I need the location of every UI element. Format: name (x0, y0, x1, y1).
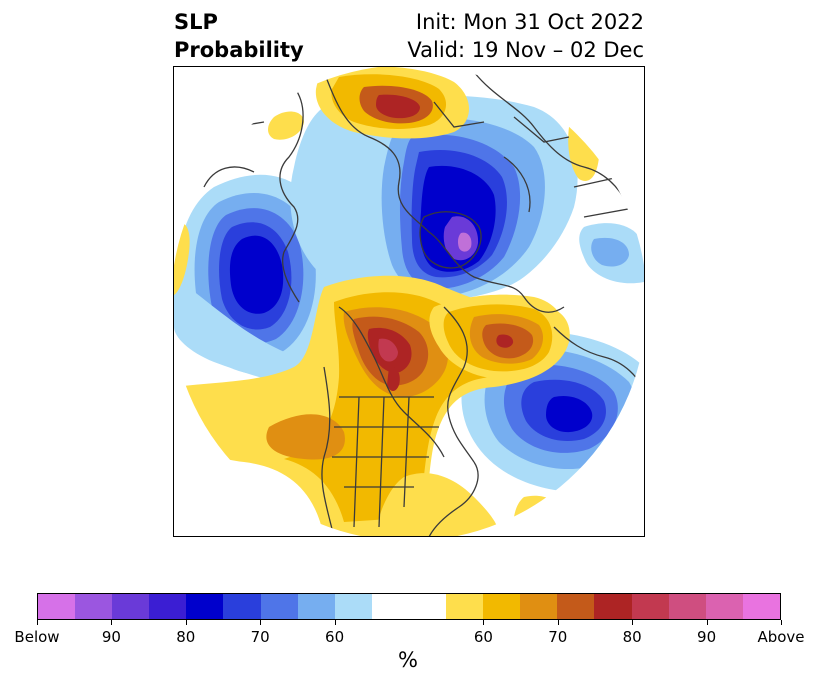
colorbar-segment (186, 594, 224, 619)
northern-europe-high (315, 67, 469, 139)
colorbar-tick-mark (632, 620, 634, 625)
southeast-yellow (513, 495, 569, 536)
colorbar-segment (75, 594, 113, 619)
north-pacific-high-anomaly (429, 294, 566, 379)
colorbar-tick-label: 80 (622, 628, 642, 646)
colorbar (37, 593, 781, 620)
colorbar-segment (668, 594, 706, 619)
colorbar-tick-label: Below (14, 628, 60, 646)
colorbar-tick-label: Above (757, 628, 805, 646)
init-date: Init: Mon 31 Oct 2022 (415, 10, 644, 34)
colorbar-tick-label: 70 (548, 628, 568, 646)
title-variable: SLP (174, 10, 218, 34)
colorbar-tick-mark (185, 620, 187, 625)
colorbar-tick-mark (557, 620, 559, 625)
title-metric: Probability (174, 38, 304, 62)
probability-map (173, 66, 645, 537)
colorbar-segment (742, 594, 780, 619)
colorbar-segment (260, 594, 298, 619)
colorbar-segment (371, 594, 409, 619)
colorbar-tick-mark (483, 620, 485, 625)
us-orange-core (266, 414, 345, 460)
colorbar-segment (38, 594, 76, 619)
colorbar-tick-mark (706, 620, 708, 625)
colorbar-segment (223, 594, 261, 619)
colorbar-tick-mark (37, 620, 38, 625)
valid-range: Valid: 19 Nov – 02 Dec (407, 38, 644, 62)
map-canvas (174, 67, 644, 536)
colorbar-segment (594, 594, 632, 619)
colorbar-segment (631, 594, 669, 619)
colorbar-segment (297, 594, 335, 619)
colorbar-tick-label: 60 (473, 628, 493, 646)
colorbar-tick-mark (781, 620, 782, 625)
colorbar-segment (149, 594, 187, 619)
colorbar-segment (112, 594, 150, 619)
colorbar-segment (705, 594, 743, 619)
east-blue-core (591, 237, 629, 267)
colorbar-segment (446, 594, 484, 619)
colorbar-unit: % (398, 648, 418, 672)
colorbar-segment (334, 594, 372, 619)
colorbar-tick-label: 60 (325, 628, 345, 646)
colorbar-segment (483, 594, 521, 619)
colorbar-tick-label: 90 (101, 628, 121, 646)
colorbar-segment (408, 594, 447, 619)
colorbar-tick-mark (334, 620, 336, 625)
map-title: SLP Probability (174, 8, 304, 64)
uk-high-patch (268, 111, 304, 140)
map-fields (174, 67, 644, 536)
colorbar-tick-label: 80 (176, 628, 196, 646)
map-dates: Init: Mon 31 Oct 2022 Valid: 19 Nov – 02… (407, 8, 644, 64)
colorbar-tick-mark (111, 620, 113, 625)
colorbar-tick-mark (260, 620, 262, 625)
colorbar-tick-label: 90 (697, 628, 717, 646)
colorbar-tick-label: 70 (250, 628, 270, 646)
colorbar-segment (557, 594, 595, 619)
colorbar-segment (520, 594, 558, 619)
